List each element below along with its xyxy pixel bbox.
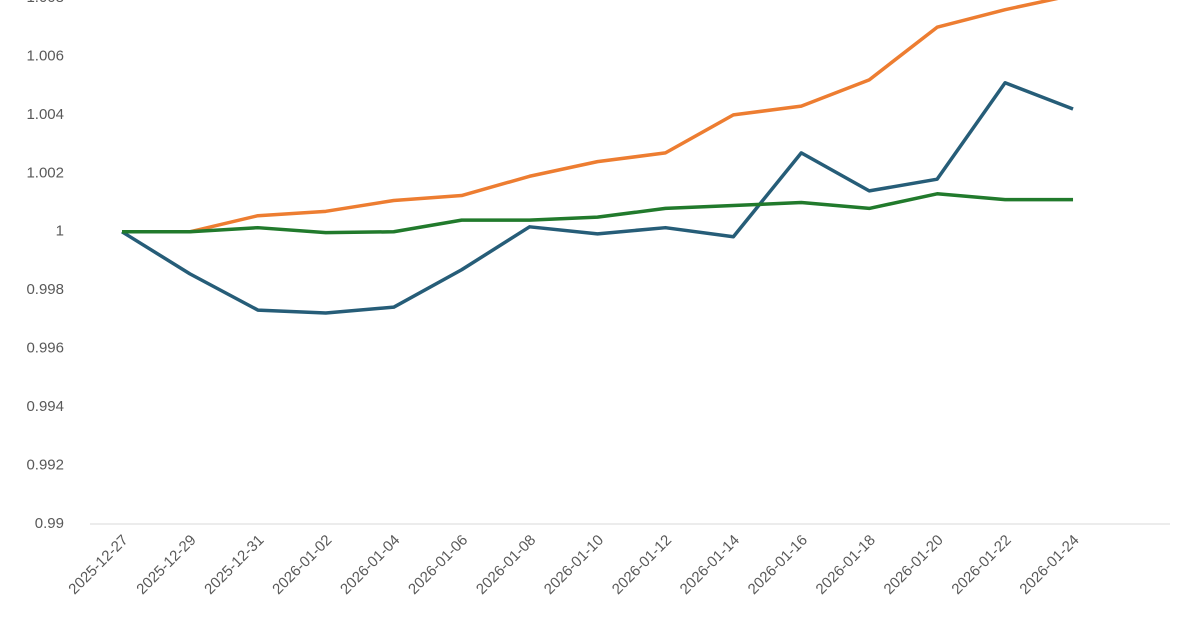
series-line	[122, 0, 1059, 234]
x-tick-label: 2026-01-12	[609, 532, 675, 598]
x-tick-label: 2026-01-14	[677, 532, 743, 598]
y-tick-label: 1.004	[26, 106, 64, 123]
x-tick-label: 2026-01-04	[337, 532, 403, 598]
x-tick-label: 2026-01-22	[948, 532, 1014, 598]
x-tick-label: 2026-01-02	[269, 532, 335, 598]
x-tick-label: 2025-12-31	[201, 532, 267, 598]
y-tick-label: 0.998	[26, 281, 64, 298]
x-tick-label: 2026-01-06	[405, 532, 471, 598]
series-line	[121, 80, 1074, 315]
x-tick-label: 2026-01-18	[813, 532, 879, 598]
y-tick-label: 1.002	[26, 164, 64, 181]
series-line	[122, 192, 1074, 235]
y-tick-label: 1	[56, 223, 64, 240]
x-tick-label: 2026-01-20	[881, 532, 947, 598]
y-tick-label: 1.006	[26, 47, 64, 64]
y-tick-label: 0.996	[26, 340, 64, 357]
x-tick-label: 2025-12-29	[133, 532, 199, 598]
y-tick-label: 1.008	[26, 0, 64, 6]
x-tick-label: 2026-01-08	[473, 532, 539, 598]
y-tick-label: 0.992	[26, 457, 64, 474]
y-tick-label: 0.99	[35, 515, 64, 532]
x-tick-label: 2026-01-10	[541, 532, 607, 598]
y-tick-label: 0.994	[26, 398, 64, 415]
x-tick-label: 2026-01-16	[745, 532, 811, 598]
x-tick-label: 2026-01-24	[1016, 532, 1082, 598]
x-tick-label: 2025-12-27	[65, 532, 131, 598]
